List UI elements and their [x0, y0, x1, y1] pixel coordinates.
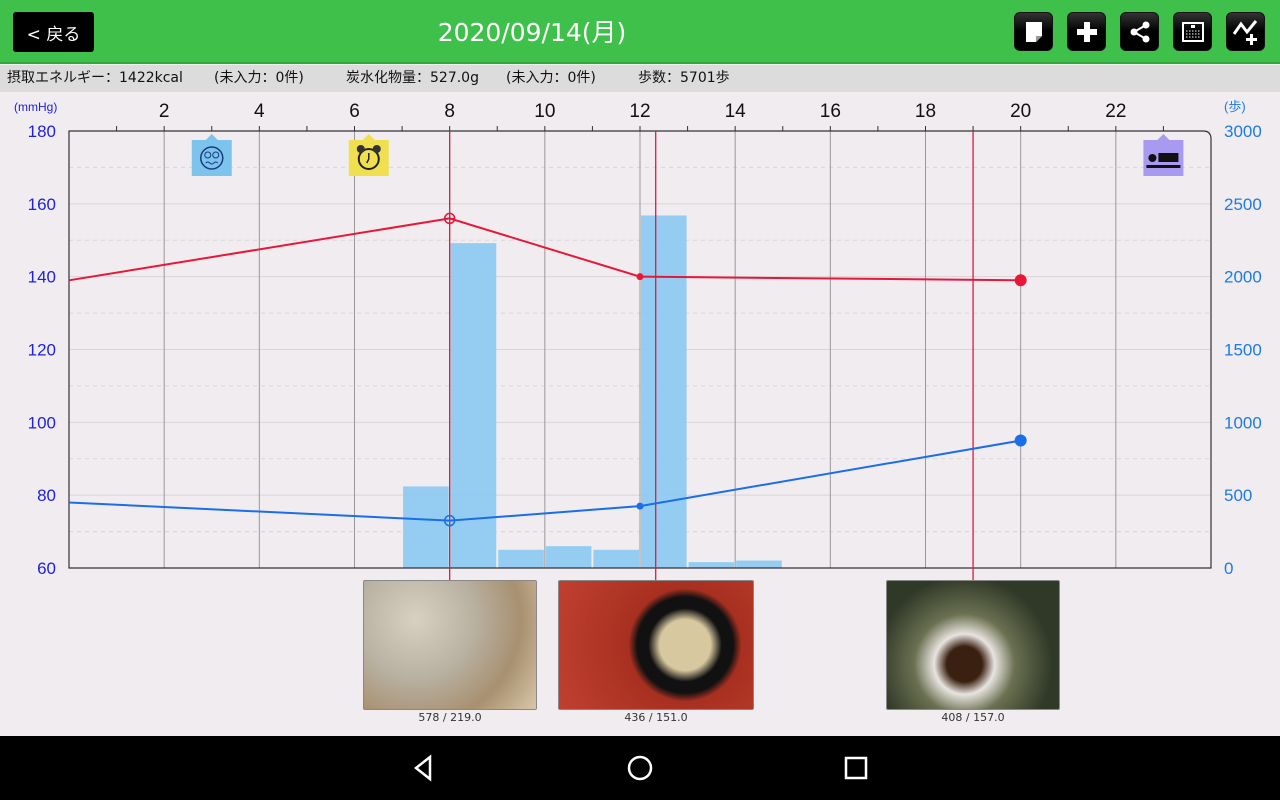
share-button[interactable] — [1120, 12, 1159, 51]
meal-label-dinner: 408 / 157.0 — [941, 711, 1005, 724]
x-axis-label: 6 — [349, 101, 360, 122]
x-axis-label: 12 — [629, 101, 650, 122]
systolic-point-cross — [444, 213, 455, 224]
x-axis-label: 22 — [1105, 101, 1126, 122]
x-axis-label: 20 — [1010, 101, 1031, 122]
sick-face-icon — [200, 146, 224, 170]
add-graph-button[interactable] — [1226, 12, 1265, 51]
calendar-button[interactable] — [1173, 12, 1212, 51]
x-axis-label: 14 — [725, 101, 747, 122]
right-axis-label: 1000 — [1224, 413, 1262, 432]
left-axis-label: 100 — [28, 413, 56, 432]
left-axis-label: 60 — [37, 559, 56, 578]
energy-missing-text: (未入力：0件) — [214, 70, 304, 86]
carbs-missing-text: (未入力：0件) — [506, 70, 596, 86]
x-axis-label: 18 — [915, 101, 936, 122]
calendar-icon — [1181, 21, 1204, 42]
memo-button[interactable] — [1014, 12, 1053, 51]
right-axis-label: 1500 — [1224, 341, 1262, 360]
steps-bar — [593, 549, 639, 568]
steps-bar — [403, 486, 449, 568]
share-icon — [1130, 21, 1149, 42]
right-axis-label: 2000 — [1224, 268, 1262, 287]
right-axis-unit: (歩) — [1224, 99, 1246, 114]
diastolic-point-cross — [444, 515, 455, 526]
android-nav-bar — [0, 736, 1280, 800]
meal-label-lunch: 436 / 151.0 — [624, 711, 688, 724]
add-graph-icon — [1232, 19, 1257, 45]
left-axis-label: 140 — [28, 268, 56, 287]
left-axis-label: 80 — [37, 486, 56, 505]
steps-text: 歩数：5701歩 — [638, 70, 730, 86]
sleep-icon — [1146, 153, 1181, 168]
systolic-point — [1014, 274, 1027, 287]
back-button[interactable]: < 戻る — [13, 12, 94, 52]
steps-bar — [450, 243, 497, 568]
x-axis-label: 16 — [820, 101, 841, 122]
systolic-point — [636, 273, 644, 281]
right-axis-label: 500 — [1224, 486, 1252, 505]
meal-photo-breakfast[interactable] — [363, 580, 537, 710]
meal-label-breakfast: 578 / 219.0 — [418, 711, 482, 724]
event-marker — [191, 134, 232, 176]
back-icon[interactable] — [408, 752, 440, 784]
steps-bar — [641, 215, 687, 568]
meal-photo-dinner[interactable] — [886, 580, 1060, 710]
plot-frame — [68, 130, 1212, 569]
left-axis-label: 180 — [28, 122, 56, 141]
steps-bar — [736, 560, 782, 568]
daily-summary-bar: 摂取エネルギー：1422kcal (未入力：0件) 炭水化物量：527.0g (… — [0, 65, 1280, 92]
x-axis-label: 8 — [444, 101, 455, 122]
page-title: 2020/09/14(月) — [437, 18, 627, 47]
carbs-text: 炭水化物量：527.0g — [346, 70, 479, 86]
steps-bar — [688, 562, 735, 568]
right-axis-label: 3000 — [1224, 122, 1262, 141]
add-icon — [1076, 21, 1097, 42]
x-axis-label: 4 — [254, 101, 265, 122]
right-axis-label: 2500 — [1224, 195, 1262, 214]
systolic-line — [68, 217, 1021, 282]
memo-icon — [1025, 21, 1042, 42]
left-axis-label: 160 — [28, 195, 56, 214]
recent-apps-icon[interactable] — [840, 752, 872, 784]
add-button[interactable] — [1067, 12, 1106, 51]
right-axis-label: 0 — [1224, 559, 1233, 578]
steps-bar — [498, 549, 544, 568]
daily-chart[interactable]: 60 80 100 120 140 160 180 0 500 1000 1500 2000 2500 3… — [0, 92, 1280, 580]
energy-text: 摂取エネルギー：1422kcal — [7, 70, 183, 86]
steps-bar — [545, 546, 592, 568]
diastolic-point — [636, 502, 644, 510]
top-bar: < 戻る 2020/09/14(月) — [0, 0, 1280, 64]
x-axis-label: 10 — [534, 101, 555, 122]
left-axis-unit: (mmHg) — [14, 100, 57, 114]
alarm-clock-icon — [356, 145, 381, 170]
diastolic-line — [68, 439, 1021, 522]
diastolic-point — [1014, 434, 1027, 447]
x-axis-label: 2 — [159, 101, 170, 122]
meal-photo-lunch[interactable] — [558, 580, 754, 710]
left-axis-label: 120 — [28, 341, 56, 360]
home-icon[interactable] — [624, 752, 656, 784]
